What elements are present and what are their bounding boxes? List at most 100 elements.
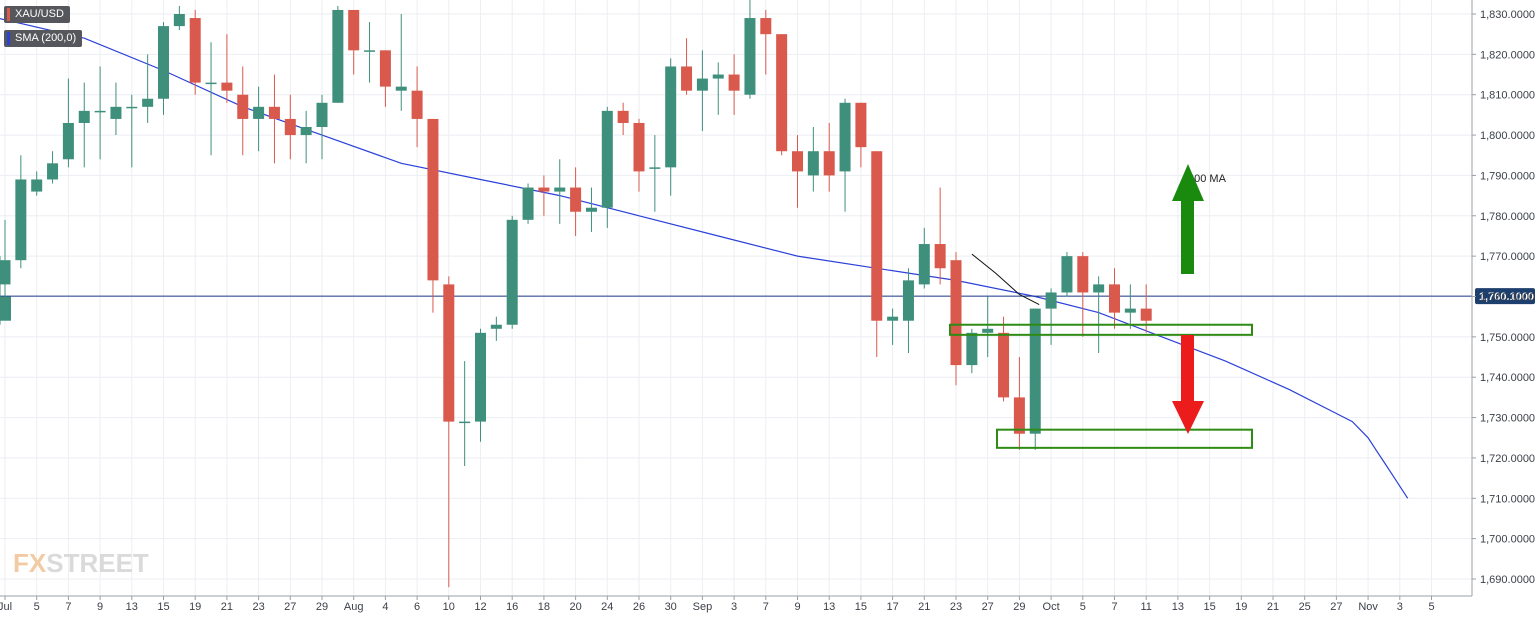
x-tick-label: 12: [474, 601, 486, 613]
candle-up: [126, 94, 138, 168]
candle-body: [744, 18, 756, 95]
x-tick-label: 15: [855, 601, 867, 613]
candle-up: [712, 62, 724, 115]
candle-up: [158, 22, 169, 115]
indicator-swatch: [7, 32, 10, 45]
resistance-trendline: [971, 253, 1040, 306]
candle-down: [348, 9, 360, 75]
candle-body: [506, 219, 518, 325]
candle-up: [364, 22, 376, 83]
x-tick-label: 25: [1299, 601, 1311, 613]
candle-up: [1124, 284, 1136, 329]
candle-up: [78, 82, 90, 168]
candle-up: [1061, 252, 1073, 297]
candle-down: [237, 66, 249, 156]
candle-body: [427, 118, 439, 281]
x-tick-label: 20: [569, 601, 581, 613]
y-tick-label: 1,710.0000: [1480, 493, 1535, 505]
candle-body: [1013, 397, 1025, 434]
candle-up: [0, 256, 11, 325]
candle-down: [443, 276, 455, 588]
candle-body: [62, 122, 74, 160]
candle-body: [78, 110, 90, 123]
candle-body: [998, 332, 1010, 398]
candle-down: [633, 118, 645, 192]
candle-body: [364, 50, 376, 52]
x-tick-label: 7: [763, 601, 769, 613]
candle-body: [538, 187, 550, 192]
candle-body: [570, 187, 582, 212]
candle-body: [665, 66, 677, 168]
candle-up: [490, 316, 502, 341]
candle-body: [379, 50, 391, 87]
candle-down: [1013, 357, 1025, 450]
candle-body: [934, 244, 946, 269]
candle-up: [554, 159, 566, 224]
x-tick-label: 10: [443, 601, 455, 613]
candle-body: [47, 163, 59, 180]
logo-part-street: STREET: [46, 548, 149, 578]
x-tick-label: 21: [221, 601, 233, 613]
current-price-label: 1,760.1000: [1479, 291, 1534, 303]
candle-down: [823, 122, 835, 192]
fxstreet-logo: FXSTREET: [13, 548, 149, 579]
x-tick-label: Aug: [344, 601, 364, 613]
candle-body: [31, 179, 43, 192]
symbol-tag[interactable]: XAU/USD: [4, 6, 70, 23]
candle-down: [617, 102, 629, 136]
candle-up: [110, 82, 122, 136]
candle-up: [142, 54, 154, 123]
y-tick-label: 1,780.0000: [1480, 211, 1535, 223]
candles-group: [0, 0, 1152, 588]
candle-body: [554, 187, 566, 192]
candle-body: [490, 324, 502, 329]
candle-body: [221, 82, 233, 91]
y-tick-label: 1,830.0000: [1480, 9, 1535, 21]
candle-up: [696, 50, 708, 132]
y-tick-label: 1,760.0000: [1480, 292, 1535, 304]
x-tick-label: 27: [982, 601, 994, 613]
candle-body: [1124, 308, 1136, 313]
candle-down: [268, 74, 280, 164]
candle-down: [871, 151, 883, 358]
candle-body: [696, 78, 708, 91]
candle-body: [15, 179, 27, 261]
candle-down: [1109, 268, 1120, 329]
candle-up: [839, 98, 851, 212]
candle-body: [649, 167, 661, 169]
y-tick-label: 1,790.0000: [1480, 170, 1535, 182]
candle-body: [253, 106, 265, 119]
x-tick-label: Oct: [1043, 601, 1060, 613]
candle-down: [411, 66, 423, 148]
candle-down: [221, 34, 233, 103]
candle-up: [475, 328, 486, 442]
indicator-tag[interactable]: SMA (200,0): [4, 30, 83, 47]
x-tick-label: 11: [1140, 601, 1151, 613]
candle-up: [173, 5, 185, 31]
x-tick-label: 3: [1397, 601, 1403, 613]
x-tick-label: 15: [1203, 601, 1215, 613]
candle-up: [31, 171, 43, 196]
x-tick-label: 18: [538, 601, 550, 613]
candle-body: [966, 332, 978, 366]
candle-body: [855, 102, 867, 148]
candle-down: [776, 34, 788, 156]
candle-up: [887, 308, 899, 345]
x-tick-label: 13: [126, 601, 138, 613]
candle-down: [284, 94, 296, 160]
candle-up: [205, 42, 217, 156]
x-tick-label: 13: [1172, 601, 1184, 613]
candle-body: [189, 18, 201, 83]
x-tick-label: 16: [506, 601, 518, 613]
candle-body: [585, 207, 597, 212]
candle-up: [316, 94, 328, 160]
candle-body: [712, 74, 724, 79]
x-tick-label: 30: [665, 601, 677, 613]
annotations-group: [949, 164, 1253, 449]
candle-down: [728, 54, 740, 115]
candle-body: [411, 90, 423, 119]
x-tick-label: 5: [1428, 601, 1434, 613]
symbol-tag-label: XAU/USD: [15, 8, 64, 20]
candle-up: [585, 187, 597, 232]
